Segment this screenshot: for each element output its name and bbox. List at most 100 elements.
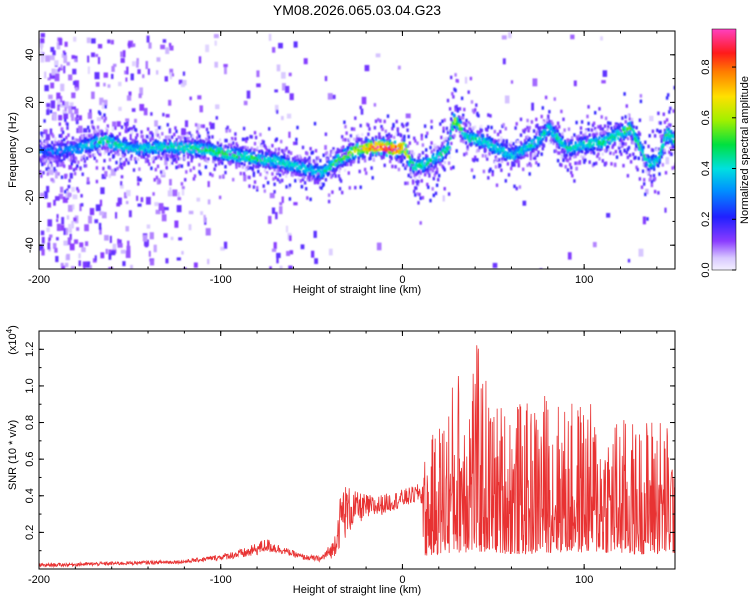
spectrogram-ridge-cell — [528, 144, 531, 148]
spectrogram-halo — [49, 161, 53, 165]
spectrogram-halo — [196, 136, 199, 140]
spectrogram-ridge-cell — [587, 139, 590, 143]
spectrogram-ridge-cell — [39, 144, 42, 148]
spectrogram-halo — [417, 179, 420, 184]
spectrogram-ridge-cell — [357, 151, 360, 155]
spectrogram-halo — [119, 161, 123, 166]
spectrogram-halo — [488, 152, 491, 156]
spectrogram-speckle — [75, 87, 78, 92]
spectrogram-ridge-cell — [353, 149, 356, 153]
spectrogram-halo — [92, 126, 95, 130]
spectrogram-halo — [602, 133, 606, 137]
spectrogram-ridge-cell — [451, 127, 455, 131]
spectrogram-ridge-cell — [121, 150, 124, 154]
spectrogram-ridge-cell — [65, 146, 68, 150]
spectrogram-ridge-cell — [440, 153, 443, 158]
spectrogram-halo — [589, 144, 592, 149]
spectrogram-speckle — [531, 102, 534, 111]
spectrogram-ridge-cell — [373, 150, 376, 154]
spectrogram-halo — [596, 154, 599, 158]
spectrogram-halo — [187, 162, 190, 167]
spectrogram-ridge-cell — [553, 139, 556, 143]
spectrogram-ridge-cell — [205, 137, 208, 141]
spectrogram-halo — [79, 166, 82, 170]
spectrogram-ridge-cell — [502, 155, 505, 159]
spectrogram-ridge-cell — [644, 169, 648, 173]
spectrogram-speckle — [361, 96, 367, 105]
spectrogram-halo — [293, 141, 296, 146]
spectrogram-halo — [456, 109, 459, 113]
spectrogram-speckle — [129, 134, 132, 141]
spectrogram-ridge-cell — [529, 146, 532, 150]
spectrogram-halo — [414, 139, 417, 143]
spectrogram-halo — [354, 185, 357, 190]
spectrogram-halo — [102, 144, 105, 148]
spectrogram-ridge-cell — [418, 162, 421, 166]
spectrogram-halo — [644, 140, 647, 145]
spectrogram-speckle — [45, 134, 51, 141]
spectrogram-ridge-cell — [445, 136, 448, 140]
spectrogram-speckle — [124, 129, 128, 134]
spectrogram-halo — [349, 134, 353, 138]
spectrogram-halo — [501, 142, 504, 147]
figure-title: YM08.2026.065.03.04.G23 — [273, 2, 441, 18]
spectrogram-ridge-cell — [311, 176, 314, 180]
spectrogram-ridge-cell — [198, 154, 201, 158]
spectrogram-halo — [39, 170, 42, 174]
spectrogram-ridge-cell — [617, 130, 621, 134]
spectrogram-halo — [282, 171, 285, 176]
spectrogram-ridge-cell — [354, 155, 357, 159]
spectrogram-ridge-cell — [454, 125, 457, 130]
spectrogram-speckle — [510, 80, 514, 84]
spectrogram-ridge-cell — [468, 136, 471, 140]
spectrogram-ridge-cell — [93, 136, 96, 140]
spectrogram-halo — [136, 133, 139, 137]
spectrogram-speckle — [246, 90, 251, 99]
spectrogram-halo — [570, 170, 573, 175]
spectrogram-halo — [585, 150, 588, 154]
spectrogram-halo — [160, 170, 163, 174]
spectrogram-halo — [570, 166, 573, 170]
spectrogram-halo — [377, 118, 380, 122]
spectrogram-halo — [450, 166, 453, 171]
spectrogram-speckle — [95, 159, 98, 163]
spectrogram-halo — [51, 140, 54, 145]
spectrogram-halo — [218, 175, 222, 179]
spectrogram-halo — [554, 149, 558, 153]
spectrogram-halo — [73, 159, 77, 164]
spectrogram-halo — [371, 136, 374, 141]
spectrogram-ridge-cell — [243, 154, 246, 158]
spectrogram-ridge-cell — [205, 158, 208, 162]
spectrogram-ridge-cell — [495, 150, 498, 154]
spectrogram-ridge-cell — [106, 148, 110, 152]
spectrogram-ridge-cell — [470, 130, 473, 134]
spectrogram-halo — [437, 159, 440, 164]
spectrogram-halo — [493, 129, 496, 134]
spectrogram-ridge-cell — [128, 147, 132, 151]
spectrogram-speckle — [271, 207, 276, 214]
spectrogram-speckle — [126, 95, 132, 101]
spectrogram-ridge-cell — [541, 121, 545, 125]
spectrogram-halo — [330, 164, 333, 168]
spectrogram-ridge-cell — [384, 148, 388, 152]
spectrogram-ridge-cell — [326, 167, 329, 171]
spectrogram-halo — [127, 161, 130, 165]
spectrogram-halo — [563, 128, 566, 132]
spectrogram-speckle — [196, 123, 200, 130]
spectrogram-halo — [309, 147, 312, 151]
spectrogram-ridge-cell — [180, 140, 183, 144]
spectrogram-halo — [95, 179, 99, 184]
spectrogram-ridge-cell — [346, 163, 349, 167]
spectrogram-halo — [648, 134, 651, 138]
spectrogram-speckle — [397, 65, 401, 70]
spectrogram-halo — [668, 136, 671, 140]
spectrogram-halo — [252, 173, 256, 178]
spectrogram-halo — [460, 96, 464, 101]
spectrogram-halo — [493, 139, 496, 143]
spectrogram-ridge-cell — [636, 141, 639, 145]
spectrogram-halo — [247, 149, 250, 154]
spectrogram-ridge-cell — [227, 143, 231, 147]
spectrogram-halo — [392, 124, 395, 128]
spectrogram-halo — [148, 162, 151, 166]
spectrogram-ridge-cell — [233, 154, 236, 158]
